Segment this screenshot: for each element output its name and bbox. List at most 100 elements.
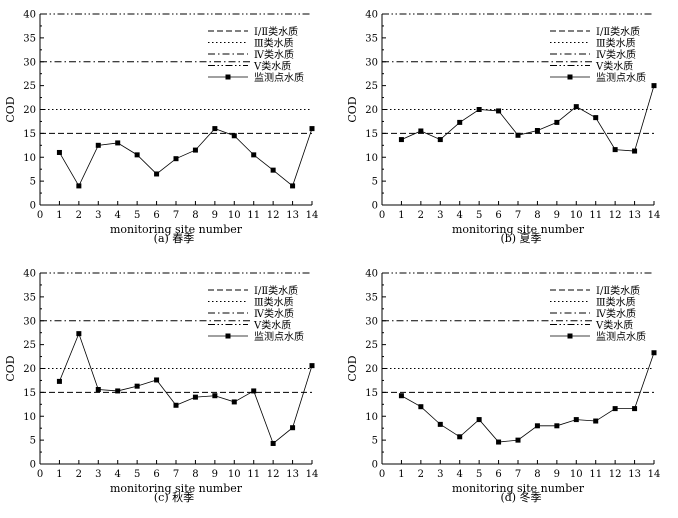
- caption-spring: (a) 春季: [153, 232, 195, 245]
- x-tick-label: 12: [609, 210, 622, 221]
- y-tick-label: 30: [23, 316, 36, 327]
- legend-entry: 监测点水质: [550, 330, 654, 343]
- y-tick-label: 40: [365, 269, 378, 280]
- x-tick-label: 9: [212, 210, 218, 221]
- x-tick-label: 6: [495, 210, 501, 221]
- data-point: [515, 437, 521, 443]
- legend-bg: [594, 307, 654, 318]
- x-tick-label: 3: [437, 210, 443, 221]
- x-tick-label: 5: [134, 210, 140, 221]
- series-line: [59, 128, 313, 187]
- y-tick-label: 40: [23, 269, 36, 280]
- legend-entry: Ⅳ类水质: [550, 48, 654, 61]
- legend-entry: 监测点水质: [208, 71, 312, 84]
- panel-spring: 0 5 10 15 20 25 30 35 40 0 1 2 3 4 5 6 7 8 9 10 11 12 13 14 moni…: [0, 0, 339, 259]
- legend-bg: [252, 330, 312, 341]
- y-tick-label: 0: [372, 201, 378, 212]
- y-tick-label: 40: [23, 10, 36, 21]
- data-point: [76, 183, 82, 189]
- x-tick-label: 3: [95, 469, 101, 480]
- legend-label: Ⅳ类水质: [254, 307, 294, 320]
- y-tick-label: 35: [365, 33, 378, 44]
- x-tick-label: 12: [609, 469, 622, 480]
- y-tick-label: 10: [365, 153, 378, 164]
- data-point: [476, 417, 482, 423]
- data-point: [115, 388, 121, 394]
- y-tick-label: 35: [23, 33, 36, 44]
- legend-bg: [594, 48, 654, 59]
- data-point: [593, 115, 599, 121]
- legend-entry: Ⅳ类水质: [208, 48, 312, 61]
- y-axis-label: COD: [4, 96, 17, 122]
- legend-label: Ⅰ/Ⅱ类水质: [596, 25, 640, 38]
- x-axis-label: monitoring site number: [452, 223, 585, 236]
- x-tick-label: 13: [628, 469, 641, 480]
- data-point: [593, 418, 599, 424]
- x-tick-label: 8: [192, 469, 198, 480]
- y-tick-label: 25: [365, 340, 378, 351]
- data-point: [457, 119, 463, 125]
- legend-label: Ⅴ类水质: [253, 319, 291, 332]
- data-point: [251, 388, 257, 394]
- legend-entry: Ⅴ类水质: [550, 318, 654, 332]
- legend-bg: [252, 48, 312, 59]
- y-tick-label: 5: [30, 177, 36, 188]
- data-point: [270, 440, 276, 446]
- y-axis-label: COD: [346, 96, 359, 122]
- x-tick-label: 2: [418, 210, 424, 221]
- x-tick-label: 8: [192, 210, 198, 221]
- legend-marker: [225, 74, 231, 80]
- data-point: [554, 119, 560, 125]
- y-tick-label: 10: [23, 412, 36, 423]
- x-tick-label: 14: [306, 210, 319, 221]
- legend-entry: 监测点水质: [550, 71, 654, 84]
- legend-entry: Ⅴ类水质: [208, 318, 312, 332]
- data-point: [457, 434, 463, 440]
- legend-bg: [594, 71, 654, 82]
- data-point: [154, 171, 160, 177]
- x-tick-label: 11: [589, 210, 602, 221]
- x-tick-label: 1: [56, 469, 62, 480]
- legend-entry: Ⅲ类水质: [208, 295, 312, 309]
- x-tick-label: 14: [648, 210, 661, 221]
- data-point: [398, 393, 404, 399]
- legend-bg: [594, 318, 654, 330]
- caption-autumn: (c) 秋季: [153, 491, 195, 504]
- caption-winter: (d) 冬季: [500, 491, 542, 504]
- y-tick-label: 20: [365, 105, 378, 116]
- x-tick-label: 4: [115, 210, 121, 221]
- data-point: [76, 331, 82, 337]
- panel-summer: 0 5 10 15 20 25 30 35 40 0 1 2 3 4 5 6 7 8 9 10 11 12 13 14 moni…: [339, 0, 678, 259]
- y-tick-label: 25: [365, 81, 378, 92]
- legend-marker: [225, 333, 231, 339]
- data-point: [173, 156, 179, 162]
- data-point: [476, 107, 482, 112]
- data-point: [496, 439, 502, 445]
- legend-label: Ⅴ类水质: [595, 60, 633, 73]
- legend-entry: Ⅲ类水质: [550, 295, 654, 309]
- data-point: [612, 406, 618, 412]
- x-tick-label: 1: [398, 469, 404, 480]
- legend-entry: Ⅰ/Ⅱ类水质: [550, 284, 654, 297]
- legend-bg: [594, 284, 654, 295]
- caption-summer: (b) 夏季: [500, 232, 542, 245]
- data-point: [534, 423, 540, 429]
- x-tick-label: 12: [267, 469, 280, 480]
- x-axis-label: monitoring site number: [110, 482, 243, 495]
- x-tick-label: 2: [76, 469, 82, 480]
- data-point: [192, 394, 198, 400]
- x-tick-label: 3: [437, 469, 443, 480]
- x-tick-label: 4: [115, 469, 121, 480]
- data-point: [418, 404, 424, 410]
- x-tick-label: 2: [76, 210, 82, 221]
- legend-entry: Ⅰ/Ⅱ类水质: [208, 284, 312, 297]
- y-tick-label: 40: [365, 10, 378, 21]
- legend-label: Ⅲ类水质: [254, 296, 294, 309]
- x-tick-label: 5: [476, 469, 482, 480]
- x-tick-label: 11: [247, 469, 260, 480]
- data-point: [534, 128, 540, 134]
- legend-bg: [594, 36, 654, 48]
- legend-bg: [594, 59, 654, 71]
